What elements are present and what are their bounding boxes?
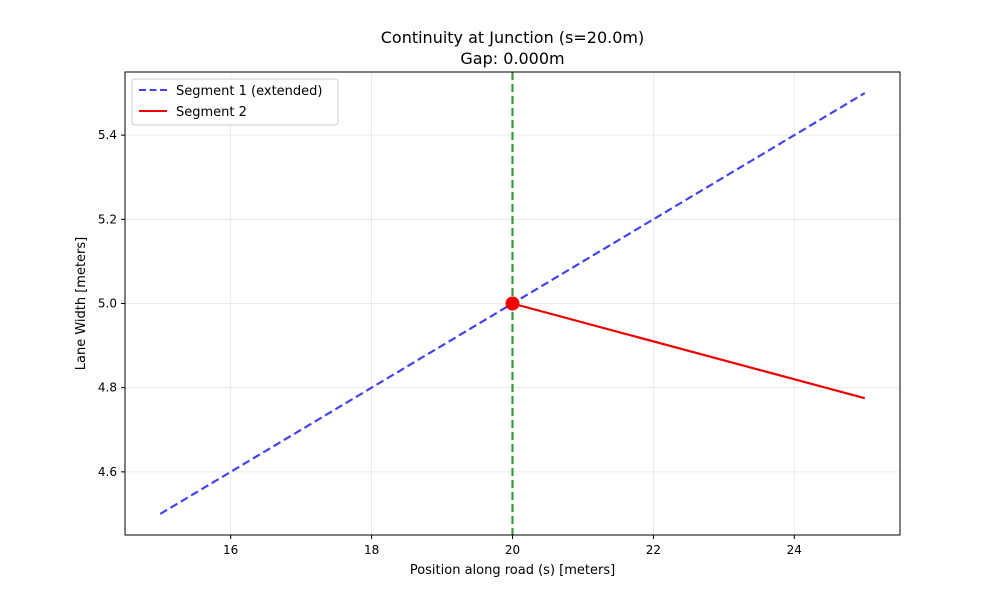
x-axis-label: Position along road (s) [meters]: [410, 563, 615, 578]
junction-marker: [505, 296, 520, 311]
y-tick-label: 5.4: [98, 128, 117, 142]
ticks: 16 18 20 22 24 4.6 4.8 5.0 5.2 5.4: [98, 128, 802, 557]
junction-group: [505, 72, 520, 535]
x-tick-label: 22: [646, 543, 661, 557]
x-tick-label: 24: [787, 543, 802, 557]
series-line-segment-2: [512, 302, 866, 400]
y-axis-label: Lane Width [meters]: [74, 237, 89, 371]
chart-title: Continuity at Junction (s=20.0m): [381, 28, 645, 47]
y-tick-label: 5.0: [98, 297, 117, 311]
legend-label-segment-1: Segment 1 (extended): [176, 84, 322, 99]
x-tick-label: 20: [505, 543, 520, 557]
chart-subtitle: Gap: 0.000m: [460, 49, 564, 68]
legend-label-segment-2: Segment 2: [176, 105, 247, 120]
x-tick-label: 18: [364, 543, 379, 557]
y-tick-label: 5.2: [98, 212, 117, 226]
y-tick-label: 4.6: [98, 465, 117, 479]
x-tick-label: 16: [223, 543, 238, 557]
y-tick-label: 4.8: [98, 381, 117, 395]
legend: Segment 1 (extended) Segment 2: [131, 78, 339, 126]
legend-box: [131, 78, 339, 126]
